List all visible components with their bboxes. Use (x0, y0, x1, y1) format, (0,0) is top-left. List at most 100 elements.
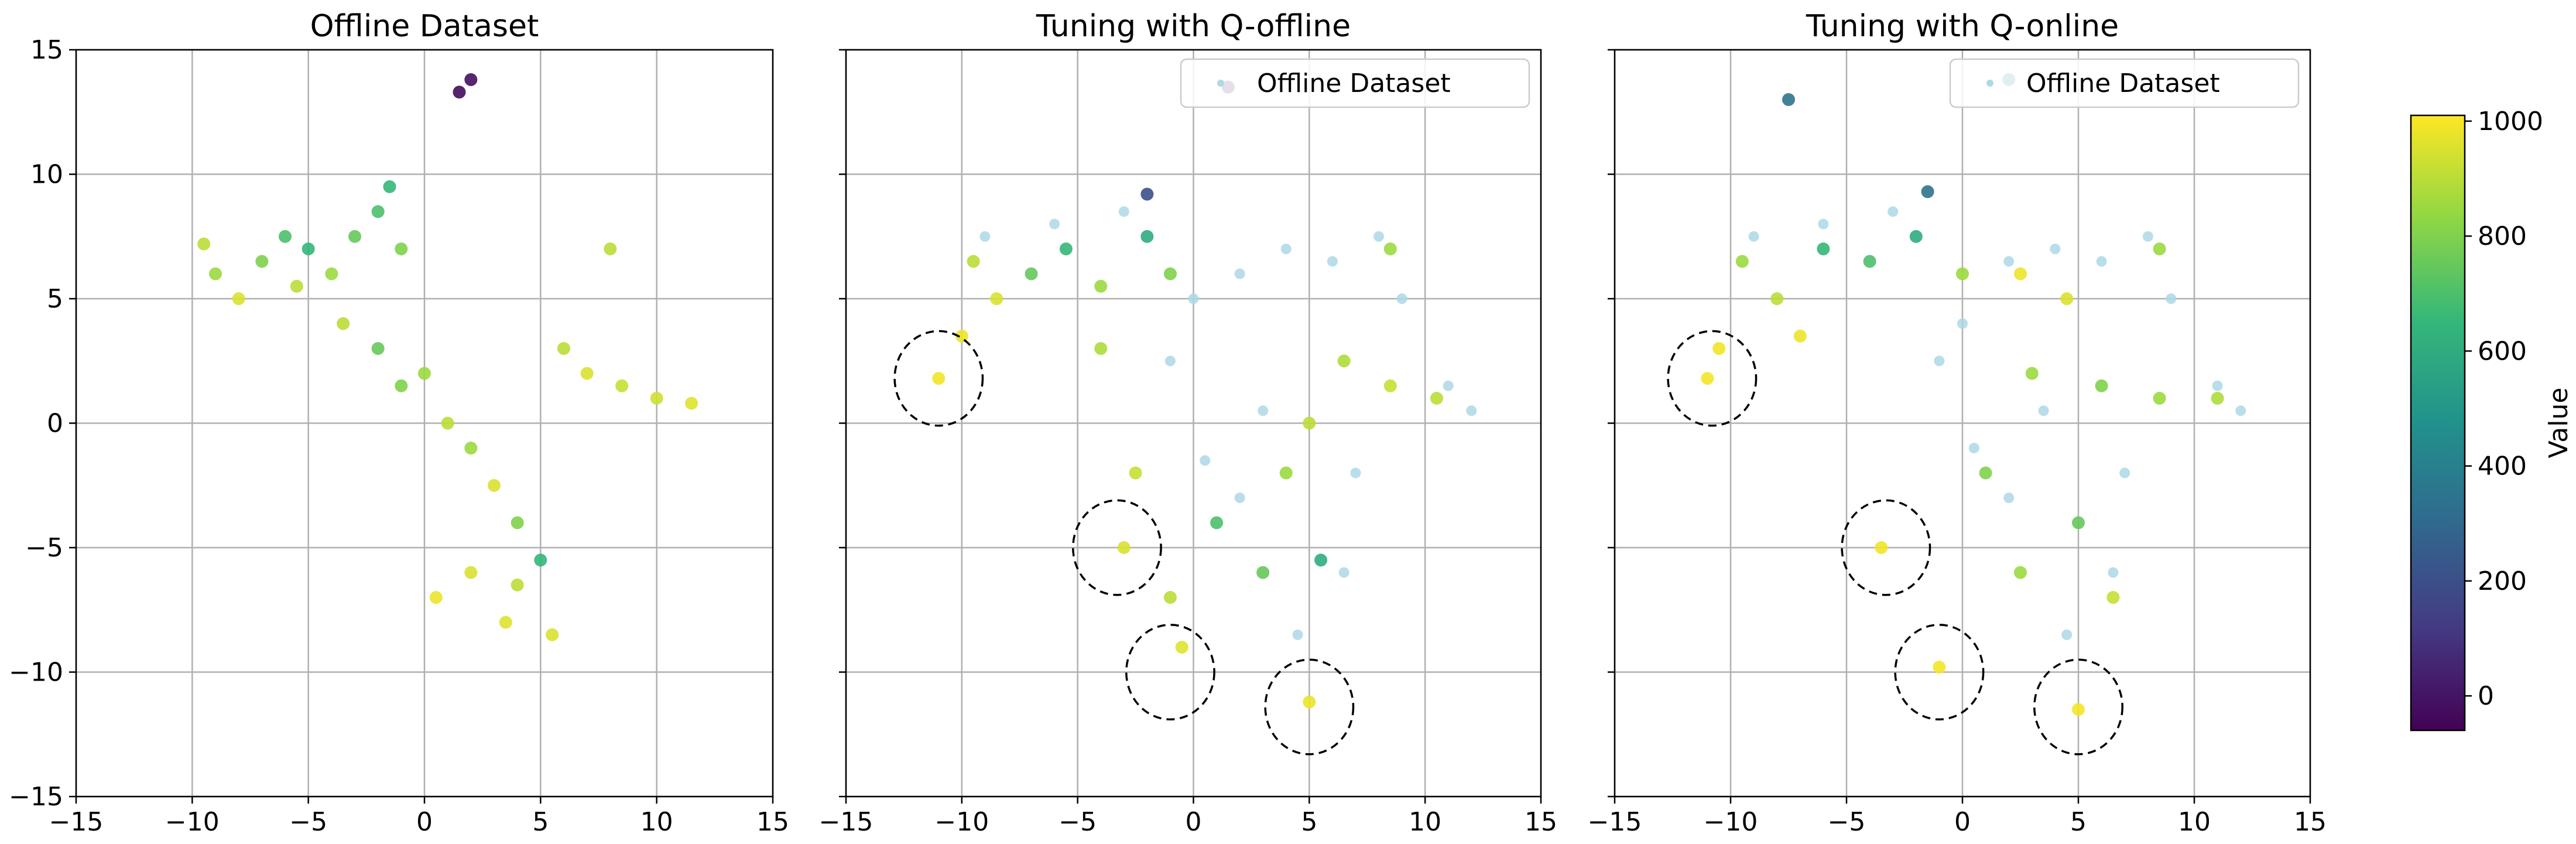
scatter-point (464, 442, 478, 455)
scatter-point (1817, 242, 1830, 255)
offline-dataset-point (2003, 256, 2015, 267)
scatter-point (2025, 367, 2039, 380)
offline-dataset-point (1968, 443, 1979, 453)
offline-dataset-point (2061, 629, 2073, 640)
scatter-point (348, 230, 361, 243)
highlight-circle (1072, 499, 1162, 596)
scatter-point (1303, 695, 1316, 709)
scatter-point (441, 416, 454, 430)
scatter-point (1735, 255, 1749, 268)
scatter-point (325, 267, 338, 281)
offline-dataset-point (1118, 206, 1129, 217)
scatter-point (1712, 342, 1726, 355)
scatter-point (1117, 541, 1131, 554)
scatter-point (1163, 591, 1177, 604)
y-tick-label: 15 (30, 35, 63, 65)
offline-dataset-point (1338, 567, 1349, 578)
scatter-point (453, 86, 466, 99)
scatter-point (337, 317, 350, 330)
scatter-point (1863, 255, 1876, 268)
offline-dataset-point (1292, 629, 1303, 640)
scatter-point (511, 578, 524, 592)
scatter-point (615, 379, 629, 392)
scatter-point (1094, 279, 1108, 293)
x-tick-label: 0 (416, 807, 433, 837)
offline-dataset-point (1234, 268, 1245, 279)
scatter-point (2095, 379, 2108, 392)
scatter-point (2106, 591, 2120, 604)
colorbar-label: Value (2544, 388, 2574, 459)
scatter-point (2072, 703, 2085, 716)
offline-dataset-point (2003, 493, 2015, 503)
scatter-point (279, 230, 292, 243)
scatter-point (1279, 466, 1293, 480)
scatter-point (395, 379, 408, 392)
offline-dataset-point (1888, 206, 1899, 217)
highlight-circle (1264, 658, 1355, 756)
colorbar-tick-label: 1000 (2478, 107, 2543, 136)
scatter-point (290, 279, 303, 293)
panel-title: Tuning with Q-offline (1036, 9, 1351, 44)
offline-dataset-point (2142, 231, 2153, 242)
offline-dataset-point (1748, 231, 1759, 242)
colorbar-tick-label: 0 (2478, 681, 2494, 711)
scatter-point (1921, 185, 1934, 199)
x-tick-label: −15 (1588, 807, 1642, 837)
scatter-point (1909, 230, 1923, 243)
panel-offline-dataset: Offline Dataset −15 −10 −5 0 5 10 15 −15 −10 −5 0 5… (9, 9, 789, 837)
colorbar-tick-label: 800 (2478, 221, 2527, 251)
offline-dataset-point (1934, 356, 1945, 367)
x-tick-label: 5 (1301, 807, 1317, 837)
panel-tuning-q-offline: Tuning with Q-offline Offline Dataset −1… (819, 9, 1557, 837)
scatter-point (255, 255, 269, 268)
scatter-point (534, 553, 547, 567)
x-tick-label: −5 (1828, 807, 1866, 837)
highlight-circle (1125, 624, 1215, 720)
scatter-point (1701, 372, 1714, 385)
x-tick-label: 15 (1525, 807, 1557, 837)
offline-dataset-point (1396, 293, 1407, 304)
scatter-point (197, 237, 211, 251)
x-tick-label: −5 (289, 807, 327, 837)
scatter-point (1933, 661, 1946, 674)
panel-title: Tuning with Q-online (1806, 9, 2119, 44)
scatter-point (1875, 541, 1888, 554)
offline-dataset-point (2119, 467, 2130, 479)
scatter-point (1956, 267, 1969, 281)
y-tick-label: 5 (47, 284, 63, 314)
scatter-point (685, 397, 698, 410)
x-tick-label: 10 (2178, 807, 2211, 837)
scatter-point (557, 342, 570, 355)
legend: Offline Dataset (1949, 58, 2300, 108)
scatter-point (2211, 392, 2224, 405)
panel-title: Offline Dataset (310, 9, 539, 44)
legend-frame (1949, 58, 2300, 108)
colorbar-tick-label: 600 (2478, 336, 2527, 366)
colorbar-gradient (2410, 114, 2466, 732)
offline-dataset-point (2166, 293, 2177, 304)
scatter-point (1163, 267, 1177, 281)
scatter-point (371, 205, 385, 218)
offline-dataset-point (2212, 380, 2223, 391)
scatter-point (1129, 466, 1142, 480)
scatter-point (1140, 187, 1154, 201)
scatter-point (209, 267, 222, 281)
scatter-point (1094, 342, 1108, 355)
offline-dataset-point (1234, 493, 1245, 503)
offline-dataset-point (1466, 405, 1477, 416)
scatter-point (2072, 516, 2085, 529)
scatter-point (1782, 93, 1795, 106)
legend-frame (1180, 58, 1530, 108)
scatter-point (429, 591, 443, 604)
scatter-point (232, 292, 245, 305)
highlight-circle (1667, 330, 1758, 427)
offline-dataset-point (1443, 380, 1454, 391)
x-tick-label: −10 (165, 807, 220, 837)
legend: Offline Dataset (1180, 58, 1530, 108)
scatter-point (546, 628, 559, 641)
scatter-point (1059, 242, 1073, 255)
offline-dataset-point (2050, 244, 2061, 254)
scatter-point (1303, 416, 1316, 430)
scatter-point (1383, 242, 1397, 255)
x-tick-label: 5 (532, 807, 549, 837)
